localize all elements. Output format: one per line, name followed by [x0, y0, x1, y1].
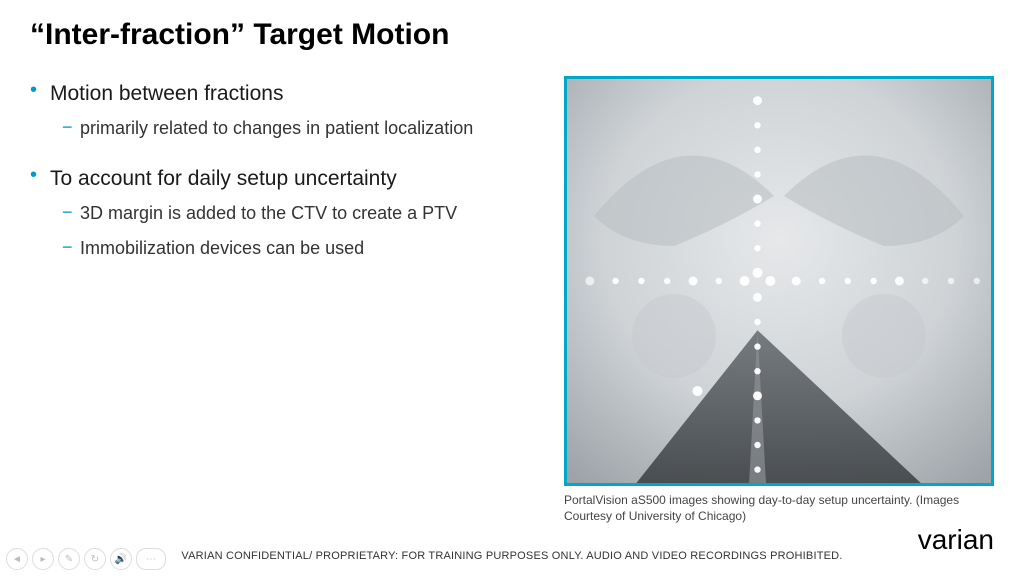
- brand-logo: varian: [918, 524, 994, 556]
- refresh-icon[interactable]: ↻: [84, 548, 106, 570]
- slide-title: “Inter-fraction” Target Motion: [30, 18, 994, 52]
- sub-text: 3D margin is added to the CTV to create …: [80, 203, 457, 223]
- sub-text: primarily related to changes in patient …: [80, 118, 473, 138]
- bullet-text: Motion between fractions: [50, 82, 283, 105]
- slide: “Inter-fraction” Target Motion Motion be…: [0, 0, 1024, 576]
- portal-image-figure: [564, 76, 994, 486]
- player-controls: ◄ ▸ ✎ ↻ 🔊 ⋯: [6, 548, 166, 570]
- bullet-list: Motion between fractions primarily relat…: [30, 80, 544, 261]
- prev-icon[interactable]: ◄: [6, 548, 28, 570]
- more-icon[interactable]: ⋯: [136, 548, 166, 570]
- bullet-item: To account for daily setup uncertainty 3…: [30, 165, 544, 261]
- sub-list: 3D margin is added to the CTV to create …: [62, 202, 544, 261]
- portal-image: [564, 76, 994, 486]
- sub-item: 3D margin is added to the CTV to create …: [62, 202, 544, 225]
- sub-list: primarily related to changes in patient …: [62, 117, 544, 140]
- figure-column: PortalVision aS500 images showing day-to…: [564, 76, 994, 524]
- volume-icon[interactable]: 🔊: [110, 548, 132, 570]
- bullet-text: To account for daily setup uncertainty: [50, 167, 397, 190]
- sub-text: Immobilization devices can be used: [80, 238, 364, 258]
- figure-caption: PortalVision aS500 images showing day-to…: [564, 492, 974, 524]
- sub-item: primarily related to changes in patient …: [62, 117, 544, 140]
- content-row: Motion between fractions primarily relat…: [30, 76, 994, 524]
- bullet-item: Motion between fractions primarily relat…: [30, 80, 544, 141]
- edit-icon[interactable]: ✎: [58, 548, 80, 570]
- play-icon[interactable]: ▸: [32, 548, 54, 570]
- sub-item: Immobilization devices can be used: [62, 237, 544, 260]
- text-column: Motion between fractions primarily relat…: [30, 76, 544, 524]
